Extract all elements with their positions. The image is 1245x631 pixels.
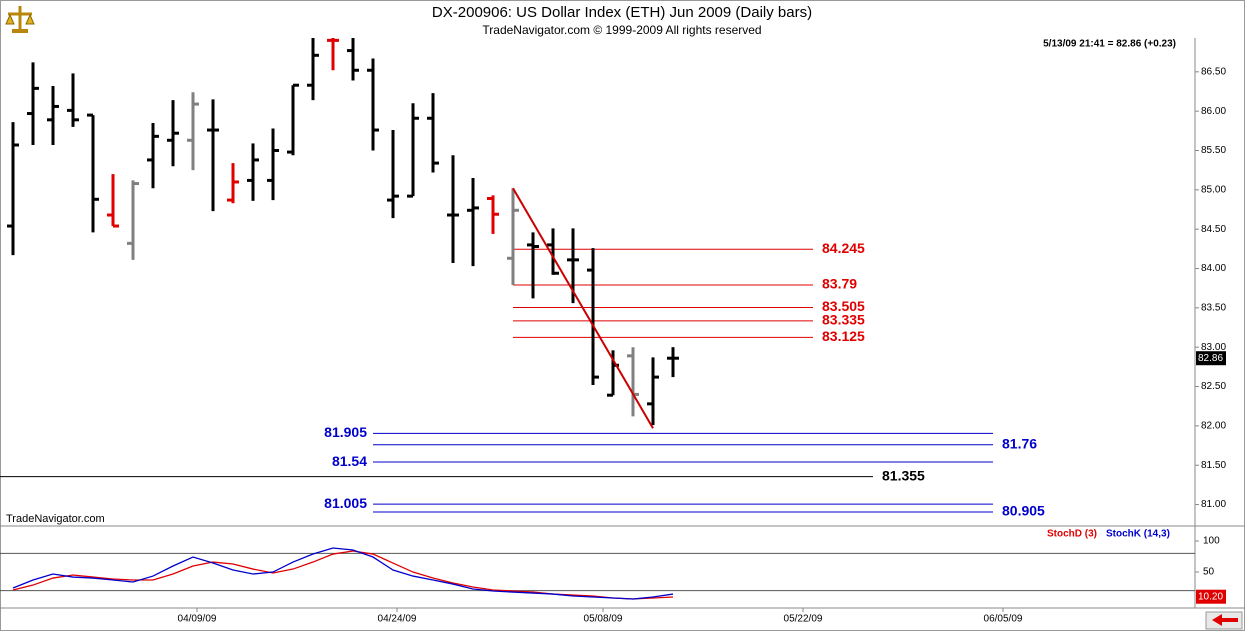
level-label: 81.905 bbox=[324, 424, 367, 440]
level-label: 83.335 bbox=[822, 312, 865, 328]
nav-button[interactable] bbox=[1205, 611, 1243, 630]
level-label: 80.905 bbox=[1002, 503, 1045, 519]
y-tick-label: 82.50 bbox=[1201, 381, 1226, 392]
level-label: 81.54 bbox=[332, 453, 367, 469]
subtitle: TradeNavigator.com © 1999-2009 All right… bbox=[482, 23, 761, 37]
quote-info: 5/13/09 21:41 = 82.86 (+0.23) bbox=[1043, 39, 1176, 50]
level-label: 83.125 bbox=[822, 328, 865, 344]
y-tick-label: 81.00 bbox=[1201, 499, 1226, 510]
y-tick-label: 85.00 bbox=[1201, 184, 1226, 195]
watermark: TradeNavigator.com bbox=[6, 513, 105, 525]
level-label: 81.355 bbox=[882, 467, 925, 483]
level-label: 81.76 bbox=[1002, 435, 1037, 451]
last-price-box bbox=[1196, 351, 1226, 366]
y-tick-label: 100 bbox=[1203, 536, 1220, 547]
y-tick-label: 84.00 bbox=[1201, 263, 1226, 274]
last-value-box bbox=[1196, 589, 1226, 604]
stoch-line bbox=[12, 547, 674, 600]
x-tick-label: 05/22/09 bbox=[784, 614, 823, 625]
last-price-label: 82.86 bbox=[1198, 353, 1223, 364]
y-tick-label: 83.50 bbox=[1201, 302, 1226, 313]
x-tick-label: 06/05/09 bbox=[984, 614, 1023, 625]
level-label: 81.005 bbox=[324, 495, 367, 511]
level-label: 83.79 bbox=[822, 276, 857, 292]
legend-entry: StochD (3) bbox=[1047, 529, 1097, 540]
y-tick-label: 82.00 bbox=[1201, 421, 1226, 432]
title: DX-200906: US Dollar Index (ETH) Jun 200… bbox=[432, 4, 812, 21]
trendline bbox=[512, 187, 654, 429]
y-tick-label: 50 bbox=[1203, 567, 1215, 578]
y-tick-label: 86.50 bbox=[1201, 66, 1226, 77]
y-tick-label: 85.50 bbox=[1201, 145, 1226, 156]
x-tick-label: 05/08/09 bbox=[584, 614, 623, 625]
y-tick-label: 86.00 bbox=[1201, 106, 1226, 117]
x-tick-label: 04/24/09 bbox=[378, 614, 417, 625]
level-label: 84.245 bbox=[822, 240, 865, 256]
legend-entry: StochK (14,3) bbox=[1106, 529, 1170, 540]
last-value-label: 10.20 bbox=[1198, 591, 1223, 602]
level-label: 83.505 bbox=[822, 298, 865, 314]
y-tick-label: 83.00 bbox=[1201, 342, 1226, 353]
logo bbox=[4, 4, 36, 34]
x-tick-label: 04/09/09 bbox=[178, 614, 217, 625]
y-tick-label: 84.50 bbox=[1201, 224, 1226, 235]
y-tick-label: 81.50 bbox=[1201, 460, 1226, 471]
